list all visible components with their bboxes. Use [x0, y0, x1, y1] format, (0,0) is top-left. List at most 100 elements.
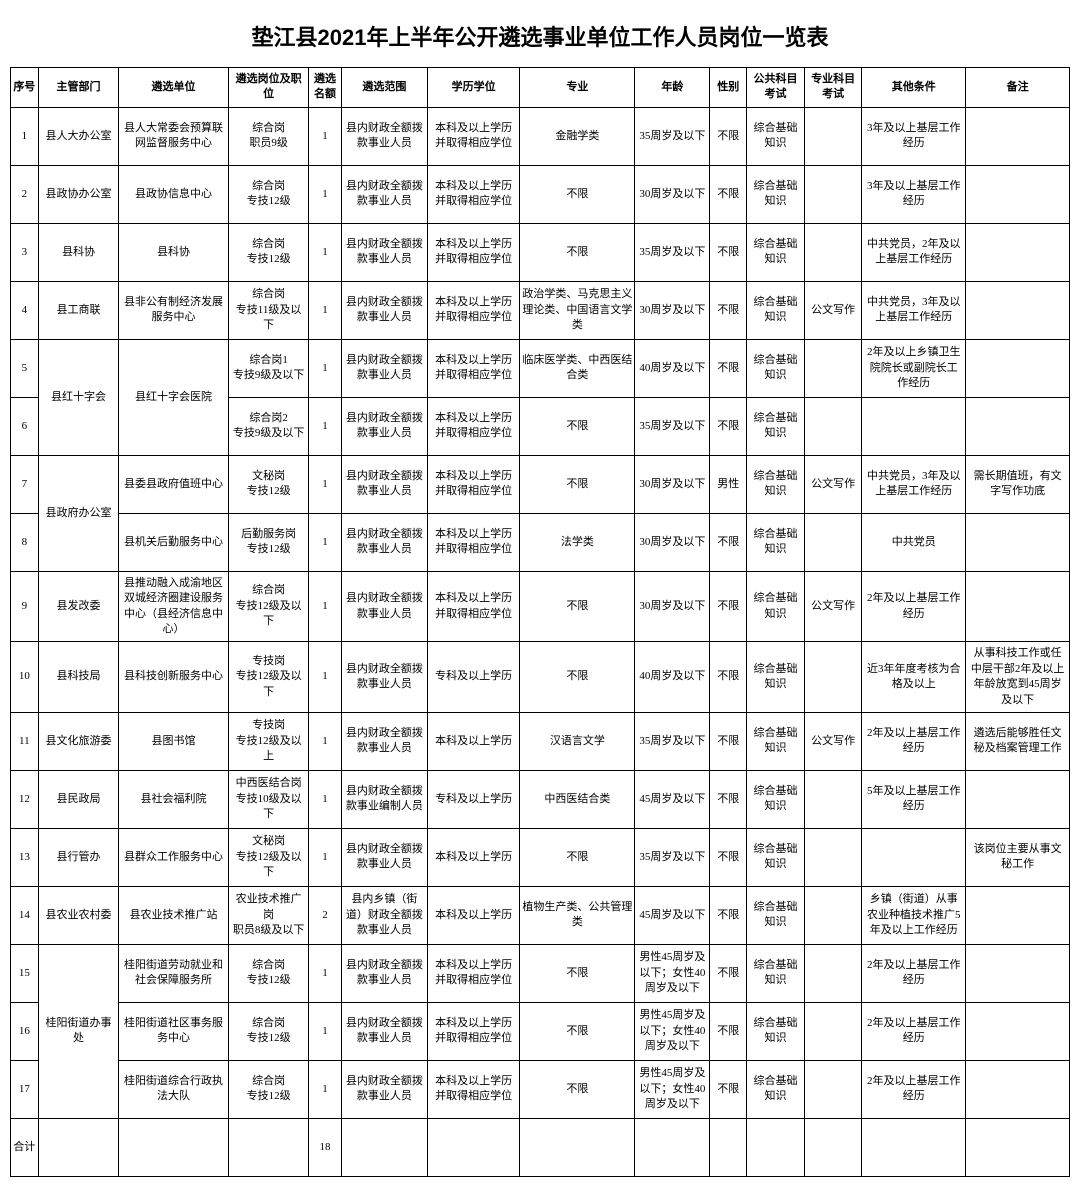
header-unit: 遴选单位	[119, 68, 228, 108]
cell-gender: 不限	[710, 1002, 747, 1060]
cell-pos: 综合岗专技12级	[228, 165, 309, 223]
cell-scope: 县内乡镇（街道）财政全额拨款事业人员	[341, 886, 427, 944]
cell-edu: 本科及以上学历并取得相应学位	[428, 165, 520, 223]
cell-gender: 不限	[710, 944, 747, 1002]
cell-major: 不限	[520, 642, 635, 713]
cell-pos: 综合岗专技12级	[228, 223, 309, 281]
cell-major: 法学类	[520, 513, 635, 571]
cell-scope: 县内财政全额拨款事业编制人员	[341, 770, 427, 828]
cell-other: 3年及以上基层工作经历	[862, 165, 966, 223]
header-gender: 性别	[710, 68, 747, 108]
cell-edu: 本科及以上学历并取得相应学位	[428, 1002, 520, 1060]
cell-scope: 县内财政全额拨款事业人员	[341, 281, 427, 339]
cell-major: 政治学类、马克思主义理论类、中国语言文学类	[520, 281, 635, 339]
table-row: 2县政协办公室县政协信息中心综合岗专技12级1县内财政全额拨款事业人员本科及以上…	[11, 165, 1070, 223]
cell-unit: 县推动融入成渝地区双城经济圈建设服务中心（县经济信息中心）	[119, 571, 228, 642]
cell-dept: 县行管办	[38, 828, 119, 886]
cell-age: 男性45周岁及以下；女性40周岁及以下	[635, 1060, 710, 1118]
cell-remark	[966, 339, 1070, 397]
total-empty	[966, 1118, 1070, 1176]
header-exam2: 专业科目考试	[804, 68, 862, 108]
cell-unit: 桂阳街道社区事务服务中心	[119, 1002, 228, 1060]
cell-major: 不限	[520, 223, 635, 281]
cell-exam1: 综合基础知识	[747, 513, 805, 571]
cell-major: 植物生产类、公共管理类	[520, 886, 635, 944]
cell-remark	[966, 770, 1070, 828]
cell-qty: 1	[309, 281, 341, 339]
total-empty	[38, 1118, 119, 1176]
cell-exam2: 公文写作	[804, 571, 862, 642]
page-title: 垫江县2021年上半年公开遴选事业单位工作人员岗位一览表	[10, 20, 1070, 52]
cell-scope: 县内财政全额拨款事业人员	[341, 165, 427, 223]
cell-age: 40周岁及以下	[635, 339, 710, 397]
cell-scope: 县内财政全额拨款事业人员	[341, 455, 427, 513]
cell-unit: 县机关后勤服务中心	[119, 513, 228, 571]
header-exam1: 公共科目考试	[747, 68, 805, 108]
header-scope: 遴选范围	[341, 68, 427, 108]
cell-exam1: 综合基础知识	[747, 712, 805, 770]
cell-remark: 从事科技工作或任中层干部2年及以上年龄放宽到45周岁及以下	[966, 642, 1070, 713]
cell-other: 中共党员，3年及以上基层工作经历	[862, 281, 966, 339]
cell-scope: 县内财政全额拨款事业人员	[341, 107, 427, 165]
cell-unit: 县社会福利院	[119, 770, 228, 828]
total-empty	[119, 1118, 228, 1176]
cell-qty: 1	[309, 513, 341, 571]
cell-other: 中共党员，3年及以上基层工作经历	[862, 455, 966, 513]
cell-idx: 9	[11, 571, 39, 642]
cell-age: 男性45周岁及以下；女性40周岁及以下	[635, 1002, 710, 1060]
cell-remark	[966, 571, 1070, 642]
cell-major: 不限	[520, 397, 635, 455]
cell-other: 3年及以上基层工作经历	[862, 107, 966, 165]
cell-idx: 6	[11, 397, 39, 455]
cell-exam1: 综合基础知识	[747, 1002, 805, 1060]
table-row: 8县机关后勤服务中心后勤服务岗专技12级1县内财政全额拨款事业人员本科及以上学历…	[11, 513, 1070, 571]
cell-exam2	[804, 513, 862, 571]
cell-age: 30周岁及以下	[635, 281, 710, 339]
total-empty	[804, 1118, 862, 1176]
cell-pos: 中西医结合岗专技10级及以下	[228, 770, 309, 828]
cell-edu: 本科及以上学历	[428, 828, 520, 886]
cell-remark: 需长期值班，有文字写作功底	[966, 455, 1070, 513]
table-row: 17桂阳街道综合行政执法大队综合岗专技12级1县内财政全额拨款事业人员本科及以上…	[11, 1060, 1070, 1118]
cell-edu: 本科及以上学历并取得相应学位	[428, 107, 520, 165]
cell-qty: 2	[309, 886, 341, 944]
cell-edu: 本科及以上学历并取得相应学位	[428, 455, 520, 513]
cell-exam1: 综合基础知识	[747, 339, 805, 397]
cell-qty: 1	[309, 455, 341, 513]
cell-scope: 县内财政全额拨款事业人员	[341, 712, 427, 770]
cell-scope: 县内财政全额拨款事业人员	[341, 223, 427, 281]
cell-exam1: 综合基础知识	[747, 165, 805, 223]
cell-pos: 后勤服务岗专技12级	[228, 513, 309, 571]
table-row: 10县科技局县科技创新服务中心专技岗专技12级及以下1县内财政全额拨款事业人员专…	[11, 642, 1070, 713]
cell-exam2	[804, 1060, 862, 1118]
cell-idx: 16	[11, 1002, 39, 1060]
cell-pos: 专技岗专技12级及以上	[228, 712, 309, 770]
cell-unit: 县群众工作服务中心	[119, 828, 228, 886]
cell-pos: 综合岗专技11级及以下	[228, 281, 309, 339]
cell-pos: 文秘岗专技12级及以下	[228, 828, 309, 886]
cell-dept: 县红十字会	[38, 339, 119, 455]
cell-edu: 本科及以上学历并取得相应学位	[428, 223, 520, 281]
cell-pos: 综合岗专技12级	[228, 1002, 309, 1060]
cell-pos: 综合岗专技12级	[228, 944, 309, 1002]
cell-remark	[966, 223, 1070, 281]
cell-gender: 不限	[710, 571, 747, 642]
cell-scope: 县内财政全额拨款事业人员	[341, 571, 427, 642]
cell-other: 2年及以上乡镇卫生院院长或副院长工作经历	[862, 339, 966, 397]
cell-scope: 县内财政全额拨款事业人员	[341, 1002, 427, 1060]
cell-exam2	[804, 223, 862, 281]
cell-age: 30周岁及以下	[635, 513, 710, 571]
cell-idx: 5	[11, 339, 39, 397]
cell-gender: 不限	[710, 281, 747, 339]
cell-scope: 县内财政全额拨款事业人员	[341, 1060, 427, 1118]
cell-age: 45周岁及以下	[635, 770, 710, 828]
cell-gender: 男性	[710, 455, 747, 513]
header-dept: 主管部门	[38, 68, 119, 108]
cell-idx: 8	[11, 513, 39, 571]
cell-edu: 本科及以上学历	[428, 886, 520, 944]
cell-dept: 县政府办公室	[38, 455, 119, 571]
cell-dept: 县科协	[38, 223, 119, 281]
cell-exam2	[804, 1002, 862, 1060]
table-row: 9县发改委县推动融入成渝地区双城经济圈建设服务中心（县经济信息中心）综合岗专技1…	[11, 571, 1070, 642]
table-row: 11县文化旅游委县图书馆专技岗专技12级及以上1县内财政全额拨款事业人员本科及以…	[11, 712, 1070, 770]
